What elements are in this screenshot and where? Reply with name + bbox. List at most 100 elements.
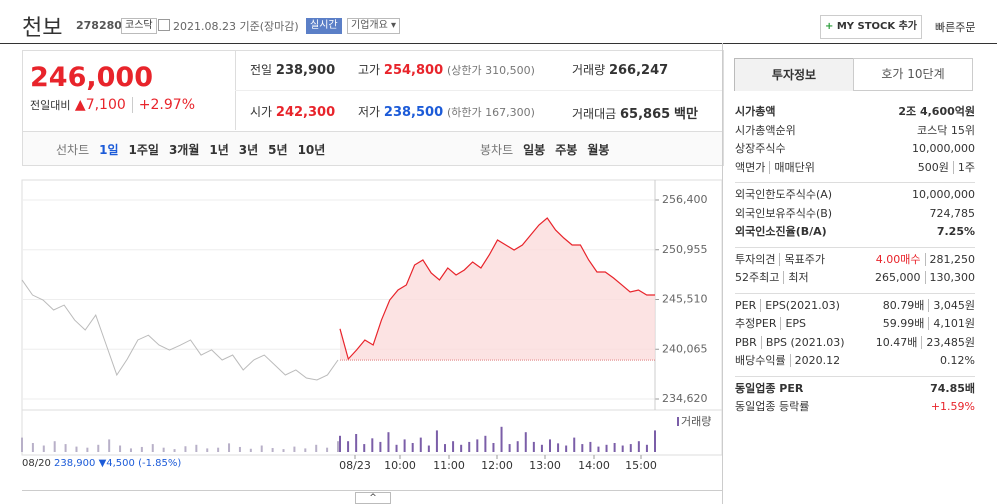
info-group: PER EPS(2021.03) 80.79배 3,045원 추정PER EPS 59.99… (735, 294, 975, 377)
footer-price: 238,900 (54, 458, 96, 469)
period-tab[interactable]: 주봉 (555, 143, 578, 157)
legend-label: 거래량 (681, 415, 711, 428)
low: 저가 238,500 (하한가 167,300) (358, 103, 535, 120)
company-button[interactable]: 기업개요 ▾ (347, 18, 401, 34)
volume-bar (53, 441, 56, 452)
chart: 256,400 250,955 245,510 240,065 234,620 거래량 08… (21, 179, 722, 472)
company-text: 기업개요 (351, 20, 388, 31)
quick-order[interactable]: 빠른주문 (935, 21, 976, 34)
volume-bar (293, 446, 296, 452)
mystock-text: MY STOCK 추가 (836, 21, 918, 32)
volume-bar (228, 443, 231, 452)
label-part: 시가총액순위 (735, 123, 796, 137)
volume-bar (119, 445, 122, 452)
label-part: 상장주식수 (735, 142, 786, 155)
volume-bar (355, 434, 358, 452)
period-tab[interactable]: 5년 (268, 143, 288, 157)
volume-bar (64, 444, 67, 452)
volume-bar (347, 441, 350, 452)
period-tab[interactable]: 일봉 (523, 143, 546, 157)
period-tab[interactable]: 3년 (238, 143, 259, 157)
value: 238,500 (383, 105, 444, 120)
value-part: 500원 (917, 160, 949, 174)
info-value: 10.47배 23,485원 (876, 334, 975, 353)
info-label: PER EPS(2021.03) (735, 297, 840, 316)
value-part: +1.59% (930, 400, 975, 413)
info-group: 투자의견 목표주가 4.00매수 281,250 52주최고 최저 265,000 130,3… (735, 248, 975, 294)
open: 시가 242,300 (250, 103, 335, 120)
info-label: 액면가 매매단위 (735, 159, 815, 178)
volume-bar (282, 449, 285, 452)
line-tabs: 선차트 1일 1주일 3개월 1년 3년 5년 10년 (56, 141, 335, 158)
unit: 백만 (674, 107, 698, 122)
period-tab[interactable]: 1주일 (128, 143, 159, 157)
volume-bar (565, 445, 568, 452)
divider (235, 90, 722, 91)
volume-bar (427, 445, 430, 452)
value-part: 59.99배 (882, 317, 925, 330)
info-value: 80.79배 3,045원 (883, 297, 975, 316)
info-row: 외국인소진율(B/A) 7.25% (735, 223, 975, 242)
info-row: PER EPS(2021.03) 80.79배 3,045원 (735, 297, 975, 316)
volume-bar (363, 444, 366, 452)
info-row: 외국인보유주식수(B) 724,785 (735, 205, 975, 224)
date-text: 2021.08.23 (173, 20, 236, 33)
volume-bar (217, 447, 220, 452)
x-tick-label: 14:00 (578, 459, 610, 472)
info-value: 500원 1주 (918, 159, 975, 178)
value-part: 1주 (952, 160, 975, 174)
info-row: 동일업종 PER 74.85배 (735, 380, 975, 399)
footer: 08/20 238,900 ▼4,500 (-1.85%) (22, 458, 181, 469)
label-part: EPS (780, 317, 807, 330)
volume-bar (540, 444, 543, 452)
info-value: 10,000,000 (912, 140, 975, 159)
period-tab[interactable]: 3개월 (168, 143, 200, 157)
period-tab[interactable]: 10년 (297, 143, 326, 157)
label: 저가 (358, 105, 381, 119)
info-label: PBR BPS (2021.03) (735, 334, 845, 353)
plus-icon: + (824, 21, 834, 32)
volume-bar (140, 446, 143, 452)
value: 238,900 (275, 63, 336, 78)
volume-bar (195, 444, 198, 452)
volume-bar (654, 430, 656, 452)
basis: 기준(장마감) (239, 20, 299, 33)
volume-bar (629, 444, 632, 452)
tab-active[interactable]: 투자정보 (734, 58, 854, 91)
x-tick-label: 15:00 (625, 459, 657, 472)
volume-bar (304, 448, 307, 452)
collapse-button[interactable]: ^ (355, 492, 391, 504)
tab[interactable]: 호가 10단계 (853, 58, 973, 91)
label-part: BPS (2021.03) (760, 335, 845, 349)
volume-bar (581, 444, 584, 452)
price-area (340, 217, 655, 360)
realtime-badge[interactable]: 실시간 (306, 18, 342, 34)
volume-bar (460, 444, 463, 452)
y-tick-label: 234,620 (662, 392, 708, 405)
value-part: 코스닥 15위 (917, 123, 975, 137)
volume-bar (371, 438, 374, 452)
volume-bar (260, 445, 263, 452)
label-part: 52주최고 (735, 271, 780, 284)
volume-bar (151, 444, 154, 452)
amount: 거래대금 65,865 백만 (572, 103, 698, 122)
info-label: 외국인한도주식수(A) (735, 186, 832, 205)
info-label: 투자의견 목표주가 (735, 251, 825, 270)
value-part: 23,485원 (921, 335, 975, 349)
change-label: 전일대비 (30, 99, 71, 112)
side-divider (722, 43, 723, 504)
info-value: 10,000,000 (912, 186, 975, 205)
label-part: 배당수익률 (735, 354, 786, 367)
info-row: 투자의견 목표주가 4.00매수 281,250 (735, 251, 975, 270)
price-line (339, 217, 655, 361)
period-tab[interactable]: 1년 (209, 143, 229, 157)
volume-bar (637, 441, 640, 452)
volume-bar (597, 446, 600, 452)
mystock-button[interactable]: + MY STOCK 추가 (820, 15, 922, 39)
tab-label: 선차트 (56, 143, 90, 157)
volume-bar (435, 430, 438, 452)
label-part: EPS(2021.03) (760, 298, 840, 312)
period-bar (22, 131, 724, 166)
period-tab[interactable]: 월봉 (587, 143, 610, 157)
period-tab[interactable]: 1일 (99, 143, 119, 157)
